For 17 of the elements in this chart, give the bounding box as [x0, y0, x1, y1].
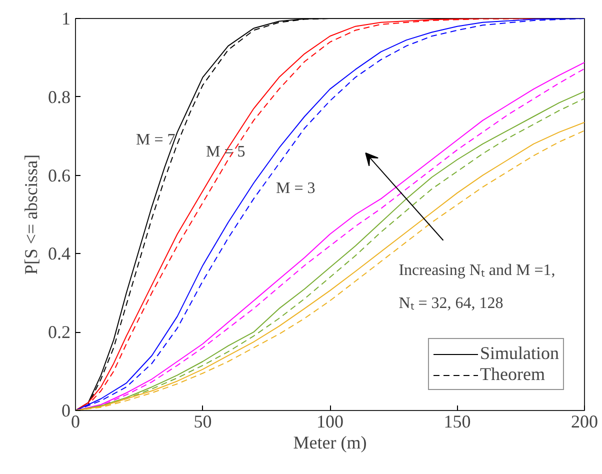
x-tick-label: 150 [444, 412, 471, 432]
annotation: Increasing Nₜ and M =1, [398, 262, 556, 280]
y-tick-label: 0.2 [48, 322, 70, 342]
y-axis-title: P[S <= abscissa] [21, 154, 41, 275]
x-tick-label: 200 [571, 412, 598, 432]
x-axis-title: Meter (m) [293, 432, 367, 452]
legend-label: Simulation [480, 343, 559, 364]
y-tick-label: 1 [62, 8, 70, 28]
annotation: M = 3 [276, 180, 316, 198]
y-tick-label: 0.4 [48, 244, 70, 264]
annotation: Nₜ = 32, 64, 128 [398, 294, 504, 312]
x-tick-label: 100 [316, 412, 344, 432]
legend-label: Theorem [480, 364, 545, 385]
annotation: M = 7 [136, 132, 176, 149]
x-tick-label: 50 [194, 412, 212, 432]
y-tick-label: 0.6 [48, 165, 70, 186]
y-tick-label: 0.8 [48, 86, 70, 107]
